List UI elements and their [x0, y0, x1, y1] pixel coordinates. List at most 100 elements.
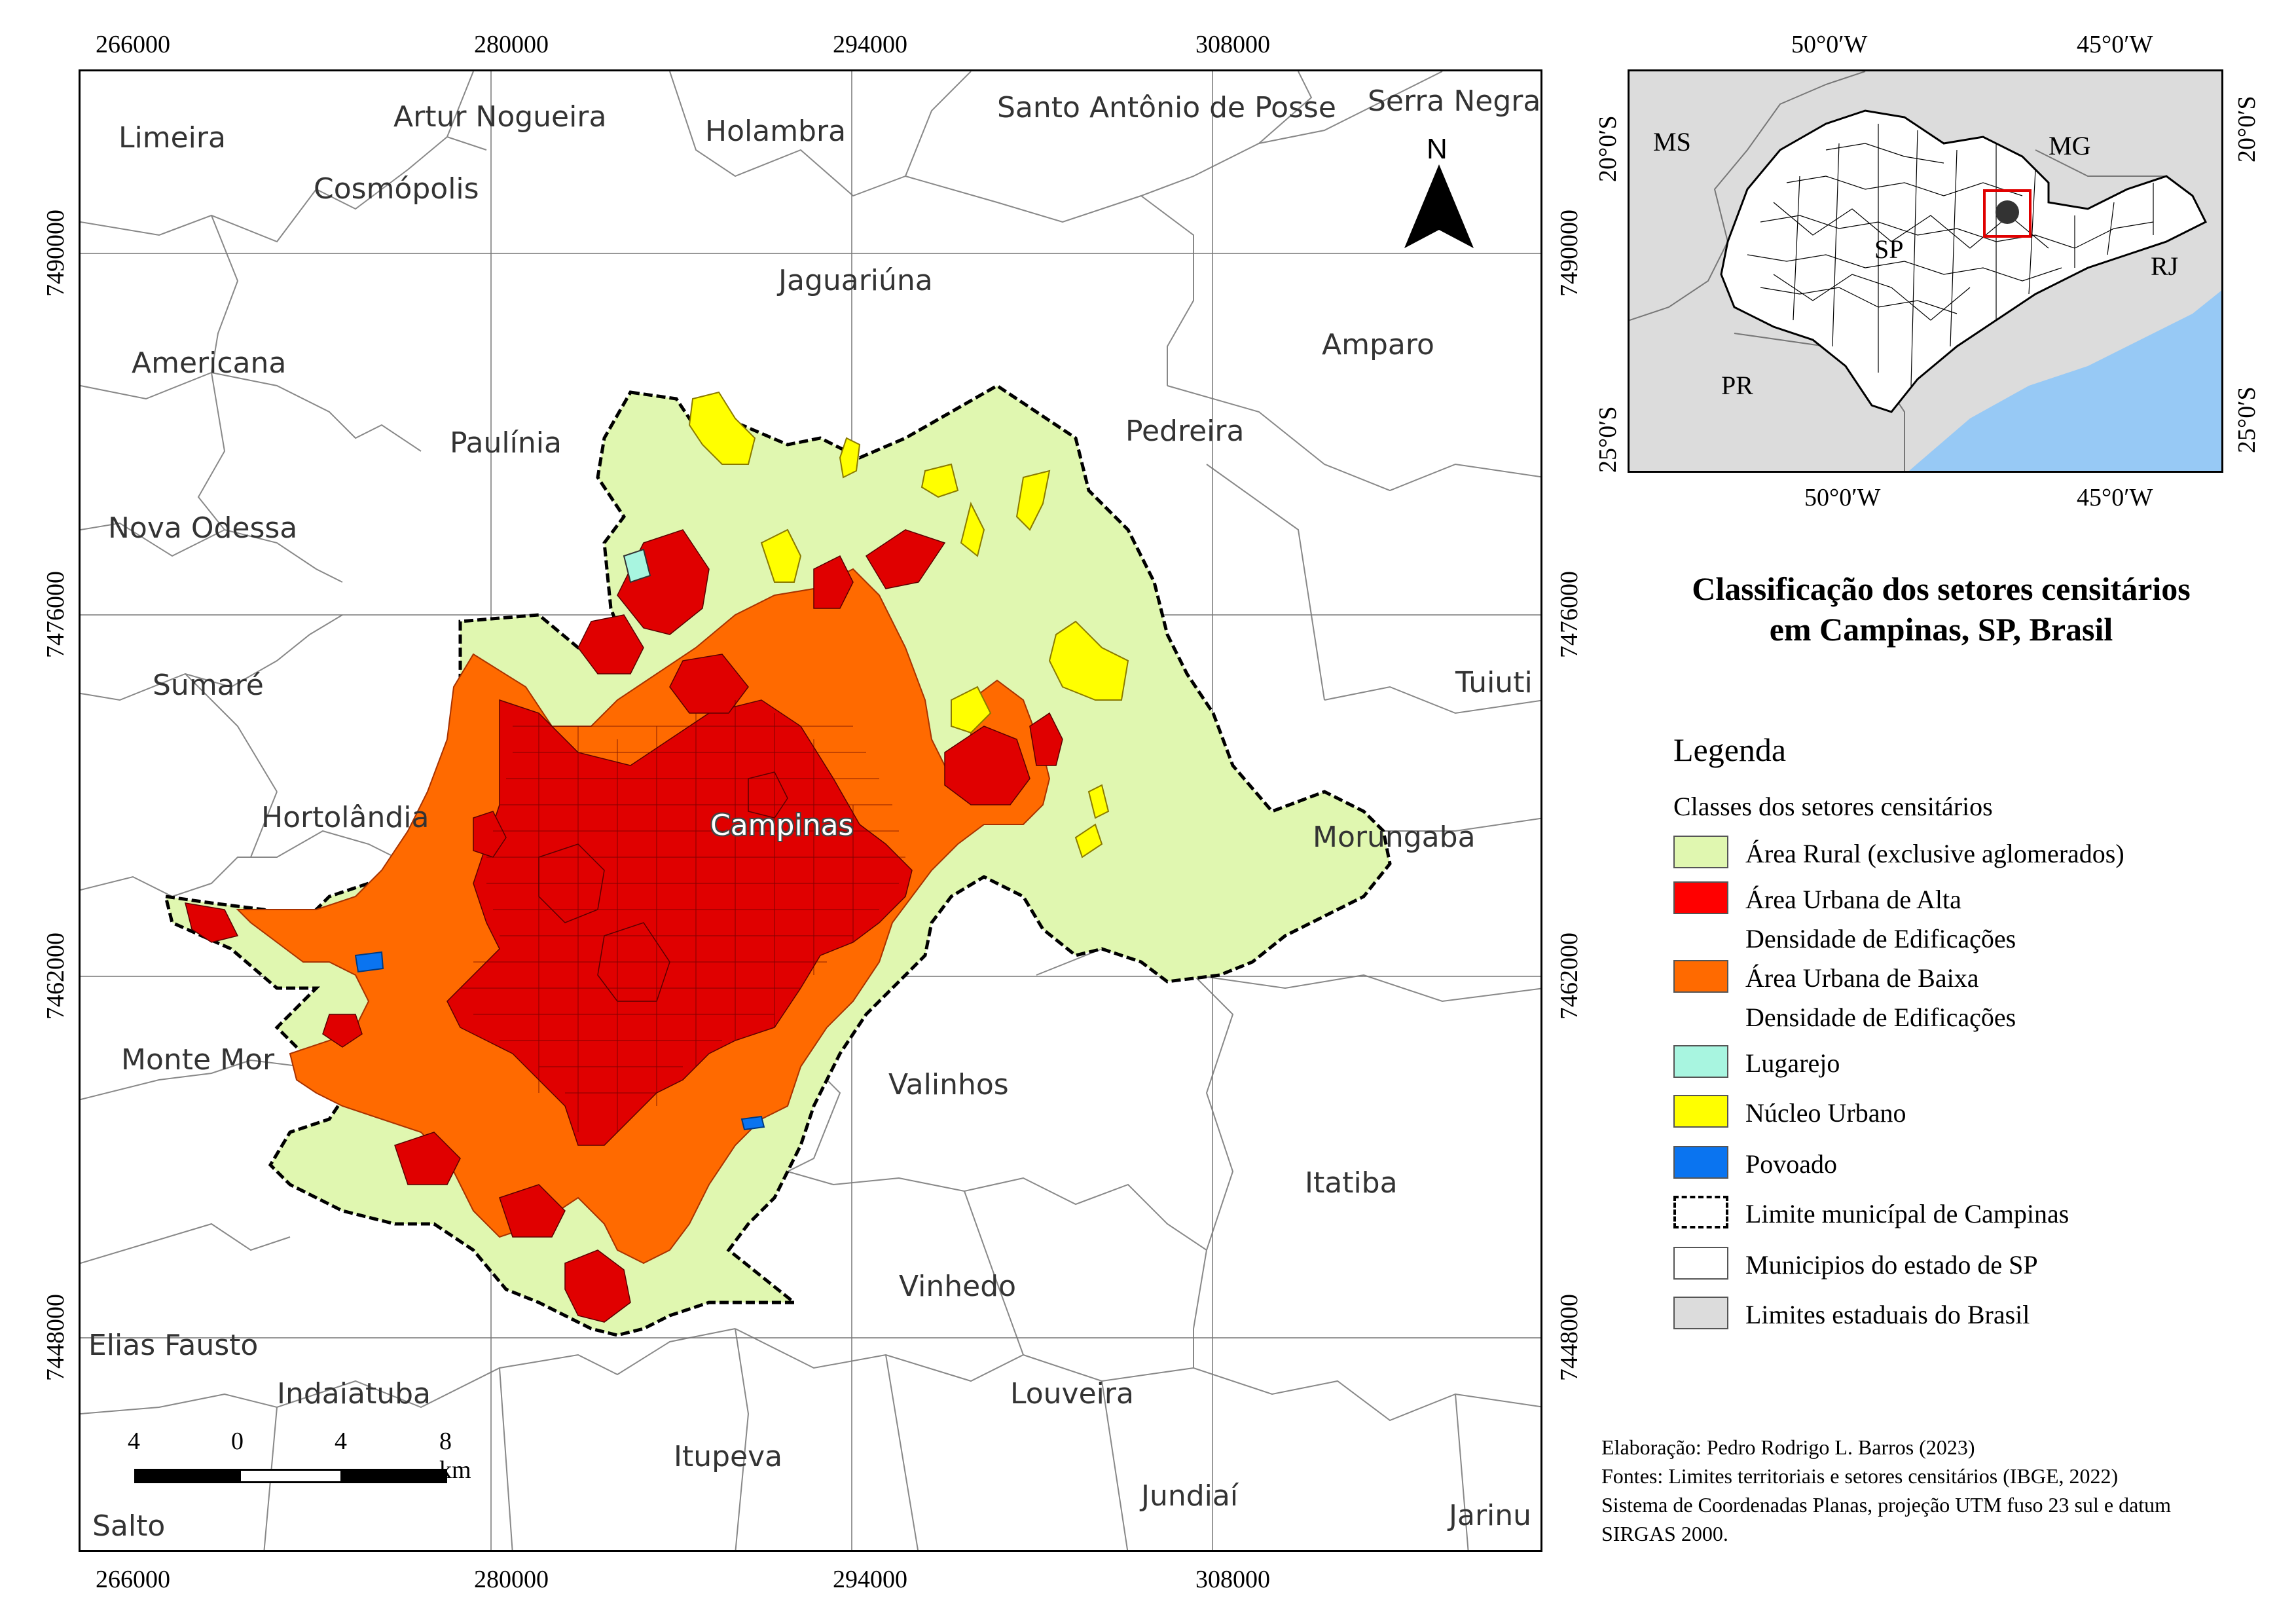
inset-canvas — [1630, 71, 2221, 471]
scale-label-4-left: 4 — [128, 1428, 140, 1455]
right-tick-3: 7462000 — [1556, 932, 1583, 1020]
bottom-tick-3: 294000 — [833, 1566, 907, 1593]
muni-santo-antonio-de-posse: Santo Antônio de Posse — [997, 91, 1336, 124]
urban-tract-lines — [460, 700, 905, 1132]
legend-swatch-povoado — [1673, 1146, 1728, 1179]
muni-salto: Salto — [92, 1509, 166, 1543]
muni-sumare: Sumaré — [153, 669, 264, 702]
inset-bottom-tick-1: 50°0′W — [1804, 484, 1881, 511]
inset-top-tick-1: 50°0′W — [1791, 31, 1868, 58]
muni-itupeva: Itupeva — [674, 1440, 783, 1473]
legend-title: Legenda — [1673, 731, 1787, 768]
credits-datum: SIRGAS 2000. — [1601, 1522, 1728, 1545]
right-tick-4: 7448000 — [1556, 1294, 1583, 1381]
legend-label-municipios-sp: Municipios do estado de SP — [1745, 1250, 2038, 1280]
muni-elias-fausto: Elias Fausto — [88, 1329, 259, 1362]
povoado-patch-2[interactable] — [740, 1115, 765, 1131]
north-label: N — [1427, 133, 1448, 165]
ocean — [1908, 290, 2221, 471]
right-tick-1: 7490000 — [1556, 210, 1583, 297]
left-tick-2: 7476000 — [42, 571, 69, 658]
scale-segment-2 — [239, 1469, 342, 1483]
muni-americana: Americana — [132, 346, 287, 380]
scale-segment-3 — [342, 1469, 447, 1483]
credits-projection: Sistema de Coordenadas Planas, projeção … — [1601, 1493, 2172, 1517]
inset-top-tick-2: 45°0′W — [2077, 31, 2153, 58]
map-title-line1: Classificação dos setores censitários — [1692, 570, 2191, 607]
north-arrow-icon — [1404, 164, 1474, 248]
bottom-tick-4: 308000 — [1195, 1566, 1270, 1593]
legend-swatch-urbana-baixa — [1673, 960, 1728, 993]
state-label-pr: PR — [1721, 371, 1753, 400]
sao-paulo-state[interactable] — [1720, 109, 2208, 413]
legend-label-limite-municipal: Limite municípal de Campinas — [1745, 1199, 2069, 1228]
muni-limeira: Limeira — [118, 121, 226, 155]
legend-swatch-limites-estaduais — [1673, 1297, 1728, 1329]
top-tick-3: 294000 — [833, 31, 907, 58]
muni-jundiai: Jundiaí — [1141, 1479, 1239, 1513]
nucleo-urbano-patches[interactable] — [688, 391, 1129, 858]
credits: Elaboração: Pedro Rodrigo L. Barros (202… — [1601, 1433, 2171, 1548]
credits-sources: Fontes: Limites territoriais e setores c… — [1601, 1464, 2119, 1488]
map-title: Classificação dos setores censitários em… — [1597, 568, 2285, 650]
legend-label-urbana-alta-line2: Densidade de Edificações — [1745, 924, 2016, 953]
top-tick-1: 266000 — [96, 31, 170, 58]
state-label-rj: RJ — [2151, 251, 2179, 281]
lugarejo-patch[interactable] — [623, 548, 651, 583]
muni-jarinu: Jarinu — [1449, 1499, 1532, 1532]
map-canvas — [81, 71, 1540, 1550]
main-map[interactable]: Limeira Artur Nogueira Holambra Santo An… — [79, 69, 1542, 1552]
inset-left-tick-2: 25°0′S — [1594, 406, 1622, 473]
inset-left-tick-1: 20°0′S — [1594, 115, 1622, 182]
right-tick-2: 7476000 — [1556, 571, 1583, 658]
legend-label-lugarejo: Lugarejo — [1745, 1048, 1840, 1078]
muni-jaguariuna: Jaguariúna — [778, 264, 933, 297]
muni-hortolandia: Hortolândia — [261, 801, 429, 834]
legend-label-area-rural: Área Rural (exclusive aglomerados) — [1745, 839, 2124, 868]
bottom-tick-1: 266000 — [96, 1566, 170, 1593]
muni-serra-negra: Serra Negra — [1368, 84, 1541, 118]
scale-segment-1 — [134, 1469, 239, 1483]
muni-holambra: Holambra — [705, 115, 847, 148]
scale-label-4: 4 — [335, 1428, 347, 1455]
campinas-location-marker — [1995, 200, 2019, 224]
muni-valinhos: Valinhos — [888, 1068, 1009, 1101]
legend-subtitle: Classes dos setores censitários — [1673, 792, 1993, 821]
legend-swatch-nucleo-urbano — [1673, 1095, 1728, 1128]
scale-bar: 4 0 4 8 km — [120, 1427, 486, 1499]
muni-cosmopolis: Cosmópolis — [314, 172, 479, 206]
legend-swatch-lugarejo — [1673, 1045, 1728, 1078]
legend-label-urbana-baixa-line2: Densidade de Edificações — [1745, 1003, 2016, 1032]
inset-right-tick-2: 25°0′S — [2233, 386, 2261, 453]
legend-swatch-municipios-sp — [1673, 1247, 1728, 1280]
muni-morungaba: Morungaba — [1313, 821, 1476, 854]
left-tick-3: 7462000 — [42, 932, 69, 1020]
muni-paulinia: Paulínia — [450, 426, 562, 460]
legend-label-povoado: Povoado — [1745, 1149, 1837, 1179]
legend-swatch-limite-municipal — [1673, 1196, 1728, 1228]
povoado-patch-1[interactable] — [354, 951, 384, 973]
scale-label-0: 0 — [231, 1428, 244, 1455]
state-label-mg: MG — [2049, 131, 2091, 160]
legend-swatch-area-rural — [1673, 836, 1728, 868]
north-arrow: N — [1403, 133, 1475, 251]
legend-label-nucleo-urbano: Núcleo Urbano — [1745, 1098, 1906, 1128]
inset-bottom-tick-2: 45°0′W — [2077, 484, 2153, 511]
muni-pedreira: Pedreira — [1125, 415, 1245, 448]
city-label-campinas: Campinas — [710, 809, 854, 842]
credits-author: Elaboração: Pedro Rodrigo L. Barros (202… — [1601, 1435, 1975, 1459]
bottom-tick-2: 280000 — [474, 1566, 549, 1593]
campinas-location-box — [1983, 189, 2032, 238]
urban-high-density[interactable] — [184, 529, 1063, 1323]
inset-right-tick-1: 20°0′S — [2233, 96, 2261, 162]
inset-map[interactable]: MS MG SP RJ PR — [1628, 69, 2223, 473]
state-label-ms: MS — [1653, 127, 1691, 157]
muni-amparo: Amparo — [1322, 328, 1434, 361]
left-tick-1: 7490000 — [42, 210, 69, 297]
muni-louveira: Louveira — [1010, 1377, 1134, 1411]
muni-tuiuti: Tuiuti — [1455, 666, 1533, 699]
muni-indaiatuba: Indaiatuba — [277, 1377, 431, 1411]
top-tick-4: 308000 — [1195, 31, 1270, 58]
legend-label-urbana-alta: Área Urbana de Alta — [1745, 885, 1961, 914]
top-tick-2: 280000 — [474, 31, 549, 58]
